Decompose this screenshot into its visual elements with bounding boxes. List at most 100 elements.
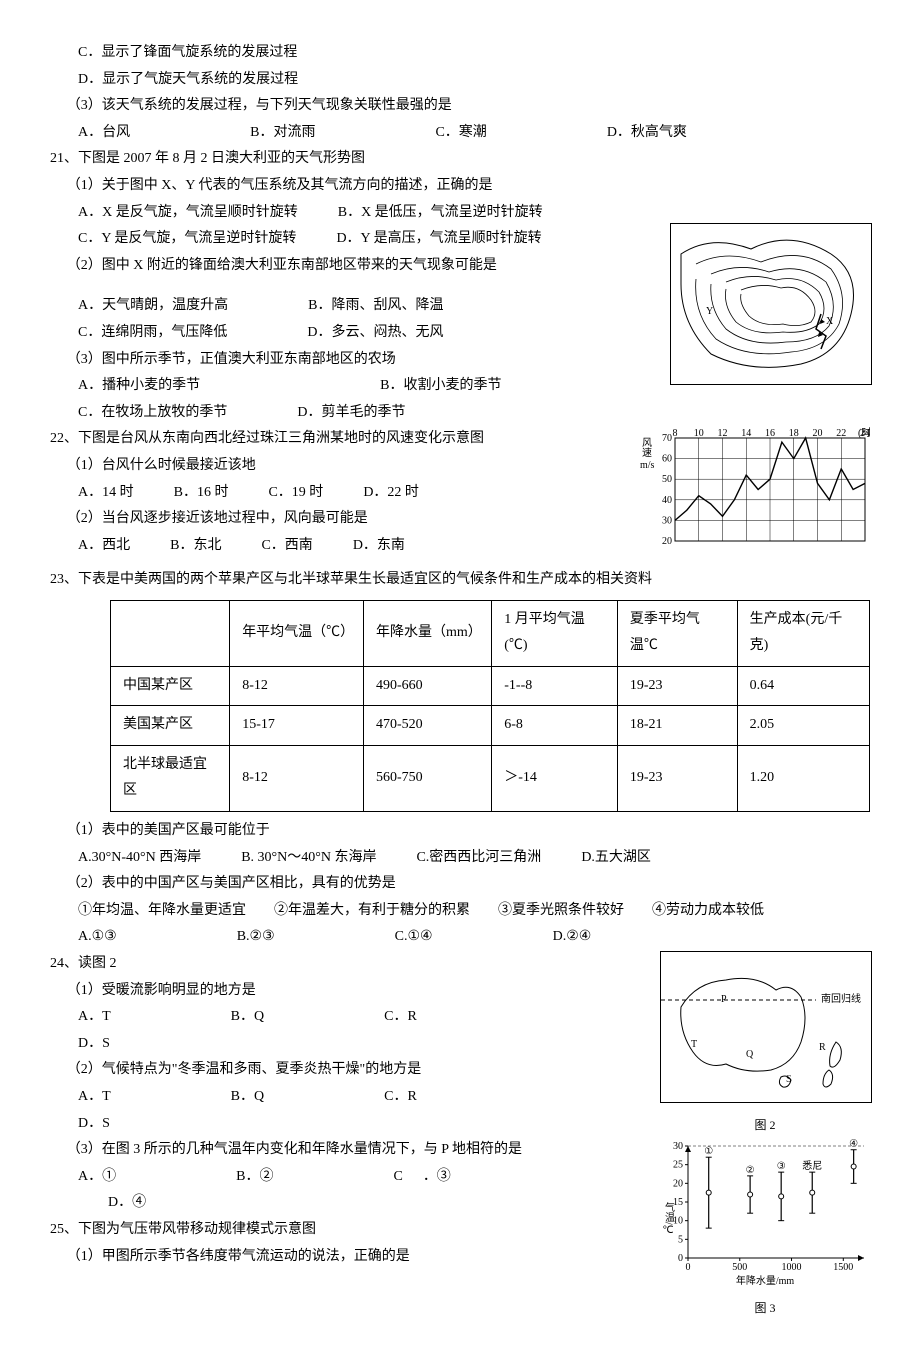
svg-text:X: X [826, 316, 834, 327]
table-cell: 美国某产区 [111, 706, 230, 746]
svg-text:500: 500 [732, 1262, 747, 1273]
q24-fig2-map: 南回归线 P T Q S R [660, 951, 872, 1103]
svg-text:R: R [819, 1042, 826, 1053]
table-cell: 490-660 [364, 666, 492, 706]
option-c: C．Y 是反气旋，气流呈逆时针旋转 [78, 226, 296, 253]
svg-text:8: 8 [673, 428, 678, 439]
table-header [111, 600, 230, 666]
q24-sub2-options: A．T B．Q C．R D．S [50, 1084, 652, 1137]
table-header: 生产成本(元/千克) [737, 600, 869, 666]
svg-text:12: 12 [718, 428, 728, 439]
q22-sub2-options: A．西北 B．东北 C．西南 D．东南 [50, 533, 632, 560]
table-row: 美国某产区15-17470-5206-818-212.05 [111, 706, 870, 746]
svg-text:悉尼: 悉尼 [802, 1161, 822, 1173]
table-cell: 6-8 [492, 706, 618, 746]
table-cell: 0.64 [737, 666, 869, 706]
q21-sub2-options2: C．连绵阴雨，气压降低 D．多云、闷热、无风 [50, 320, 662, 347]
svg-text:30: 30 [662, 516, 672, 527]
option-d: D．多云、闷热、无风 [307, 320, 443, 347]
svg-text:①: ① [704, 1147, 713, 1158]
table-cell: 19-23 [617, 666, 737, 706]
q24-sub3-options: A．① B．② C ．③ D．④ [50, 1164, 652, 1217]
option-b: B．16 时 [174, 480, 229, 507]
option-a: A．西北 [78, 533, 130, 560]
svg-text:1500: 1500 [833, 1262, 853, 1273]
q21-sub1-options: A．X 是反气旋，气流呈顺时针旋转 B．X 是低压，气流呈逆时针旋转 [50, 200, 662, 227]
prev-sub3: （3）该天气系统的发展过程，与下列天气现象关联性最强的是 [50, 93, 870, 120]
option-b: B．对流雨 [250, 120, 315, 147]
svg-text:30: 30 [673, 1141, 683, 1152]
svg-text:Q: Q [746, 1049, 754, 1060]
table-cell: 8-12 [230, 745, 364, 811]
q21-sub3-options: A．播种小麦的季节 B．收割小麦的季节 [50, 373, 662, 400]
option-b: B．X 是低压，气流呈逆时针旋转 [338, 200, 543, 227]
q23-sub2-options: A.①③ B.②③ C.①④ D.②④ [50, 924, 870, 951]
svg-text:50: 50 [662, 475, 672, 486]
table-row: 北半球最适宜区8-12560-750＞-1419-231.20 [111, 745, 870, 811]
option-a: A．播种小麦的季节 [78, 373, 200, 400]
table-cell: ＞-14 [492, 745, 618, 811]
svg-text:m/s: m/s [640, 460, 655, 471]
fig2-caption: 图 2 [660, 1114, 870, 1137]
svg-text:速: 速 [642, 447, 652, 459]
q21-stem: 21、下图是 2007 年 8 月 2 日澳大利亚的天气形势图 [50, 146, 870, 173]
q21-sub1: （1）关于图中 X、Y 代表的气压系统及其气流方向的描述，正确的是 [50, 173, 870, 200]
svg-text:25: 25 [673, 1160, 683, 1171]
q23-sub2: （2）表中的中国产区与美国产区相比，具有的优势是 [50, 871, 870, 898]
option-d: D.五大湖区 [581, 845, 651, 872]
option-d: D．Y 是高压，气流呈顺时针旋转 [336, 226, 541, 253]
svg-text:气温/℃: 气温/℃ [662, 1201, 674, 1236]
svg-text:10: 10 [673, 1216, 683, 1227]
option-d: D．秋高气爽 [607, 120, 687, 147]
q21-sub1-options2: C．Y 是反气旋，气流呈逆时针旋转 D．Y 是高压，气流呈顺时针旋转 [50, 226, 662, 253]
option-c: C．寒潮 [435, 120, 486, 147]
option-b: B．收割小麦的季节 [380, 373, 501, 400]
option-d: D.②④ [553, 924, 592, 951]
svg-text:1000: 1000 [782, 1262, 802, 1273]
option-b: B．降雨、刮风、降温 [308, 293, 443, 320]
table-cell: 19-23 [617, 745, 737, 811]
table-row: 中国某产区8-12490-660-1--819-230.64 [111, 666, 870, 706]
option-d: D．东南 [353, 533, 405, 560]
table-cell: 18-21 [617, 706, 737, 746]
option-a: A．① [78, 1164, 116, 1191]
option-c-prefix: C [393, 1164, 402, 1191]
option-b: B．② [236, 1164, 273, 1191]
svg-text:③: ③ [777, 1162, 786, 1173]
option-b: B．Q [231, 1084, 264, 1111]
q21-weather-map-figure: Y X [670, 223, 872, 385]
option-d: D．S [78, 1031, 110, 1058]
table-cell: 1.20 [737, 745, 869, 811]
svg-text:5: 5 [678, 1235, 683, 1246]
option-a: A．X 是反气旋，气流呈顺时针旋转 [78, 200, 298, 227]
q23-stem: 23、下表是中美两国的两个苹果产区与北半球苹果生长最适宜区的气候条件和生产成本的… [50, 567, 870, 594]
option-c: C.①④ [395, 924, 433, 951]
table-header: 年降水量（mm） [364, 600, 492, 666]
option-a: A．T [78, 1084, 111, 1111]
table-cell: 15-17 [230, 706, 364, 746]
option-a: A．T [78, 1004, 111, 1031]
svg-text:70: 70 [662, 433, 672, 444]
option-a: A.①③ [78, 924, 117, 951]
svg-text:22: 22 [836, 428, 846, 439]
option-b: B．东北 [170, 533, 221, 560]
svg-text:(时): (时) [858, 427, 870, 439]
option-d: D．S [78, 1111, 110, 1138]
svg-text:南回归线: 南回归线 [821, 992, 861, 1005]
q21-sub3-options2: C．在牧场上放牧的季节 D．剪羊毛的季节 [50, 400, 870, 427]
svg-text:年降水量/mm: 年降水量/mm [736, 1274, 795, 1286]
table-cell: 中国某产区 [111, 666, 230, 706]
table-cell: 470-520 [364, 706, 492, 746]
table-header: 夏季平均气温℃ [617, 600, 737, 666]
q22-wind-speed-chart: 81012141618202224(时)203040506070风速m/s [640, 426, 870, 556]
option-c: C．R [384, 1084, 417, 1111]
option-a: A．天气晴朗，温度升高 [78, 293, 228, 320]
svg-text:18: 18 [789, 428, 799, 439]
q22-sub1-options: A．14 时 B．16 时 C．19 时 D．22 时 [50, 480, 632, 507]
option-c: ．③ [423, 1164, 451, 1191]
svg-text:10: 10 [694, 428, 704, 439]
svg-text:60: 60 [662, 454, 672, 465]
svg-text:15: 15 [673, 1197, 683, 1208]
svg-text:P: P [721, 994, 727, 1005]
q23-statements: ①年均温、年降水量更适宜 ②年温差大，有利于糖分的积累 ③夏季光照条件较好 ④劳… [50, 898, 870, 925]
